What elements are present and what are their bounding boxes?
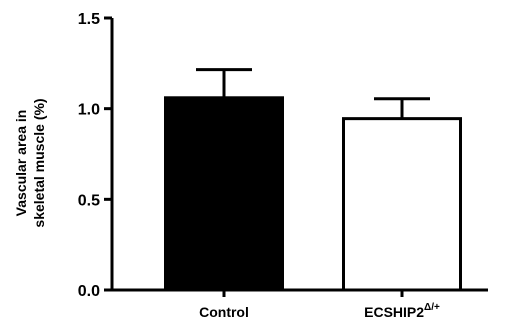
y-axis-label: Vascular area in skeletal muscle (%)	[13, 98, 47, 227]
y-tick-label-1: 0.0	[78, 283, 100, 300]
x-tick-label-main-2: ECSHIP2	[364, 304, 424, 320]
y-tick-label-2: 0.5	[78, 192, 100, 209]
x-tick-label-main-1: Control	[199, 304, 249, 320]
x-tick-label-superscript-2: Δ/+	[424, 302, 440, 313]
bar-1	[164, 96, 284, 292]
y-axis-label-line-2: skeletal muscle (%)	[31, 98, 47, 227]
bar-2	[342, 117, 462, 292]
y-tick-label-3: 1.0	[78, 102, 100, 119]
x-tick-label-1: Control	[199, 304, 249, 320]
x-tick-label-2: ECSHIP2Δ/+	[364, 302, 440, 320]
y-tick-label-4: 1.5	[78, 11, 100, 28]
y-axis-label-line-1: Vascular area in	[13, 110, 29, 217]
